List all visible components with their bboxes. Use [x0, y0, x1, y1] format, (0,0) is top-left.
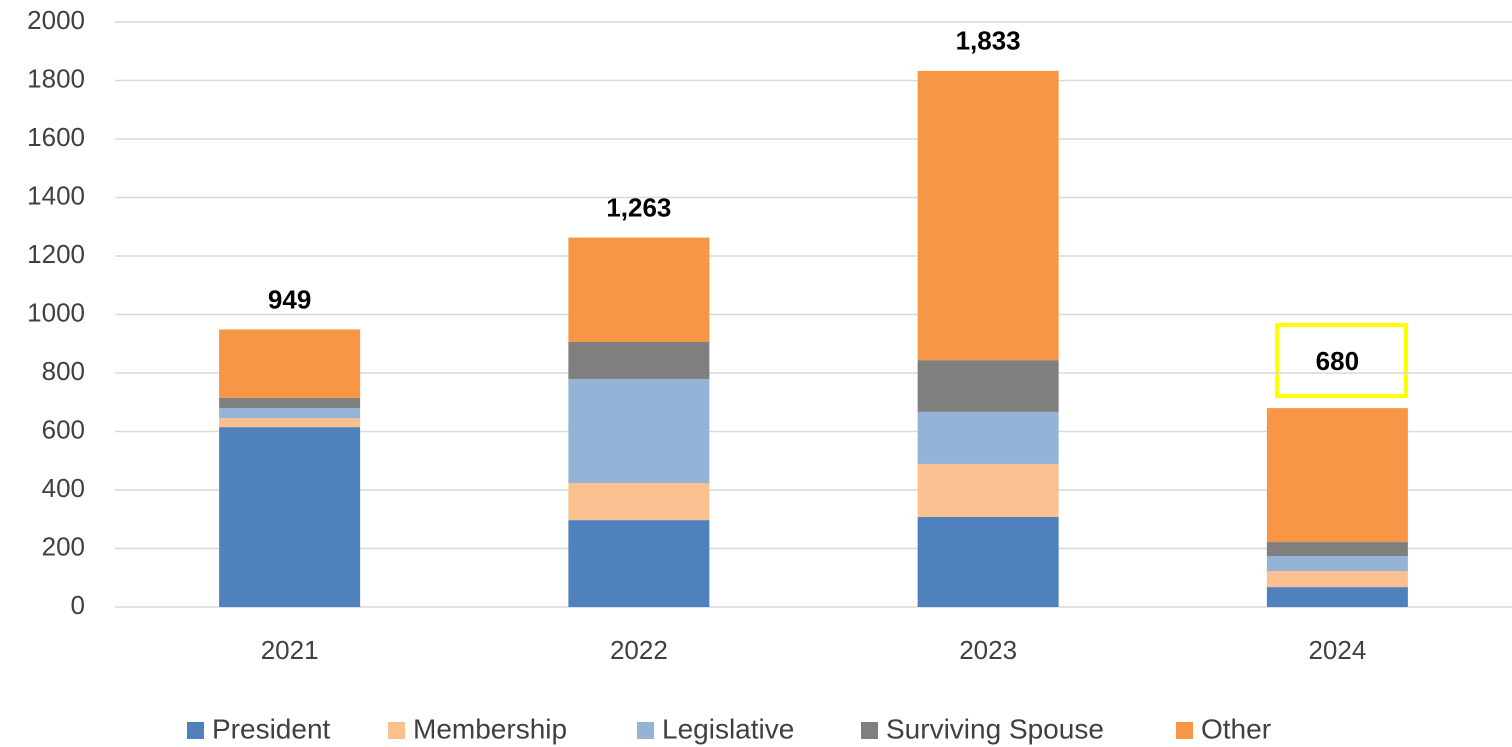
- x-tick-label: 2022: [610, 635, 668, 665]
- bar-segment: [917, 70, 1059, 361]
- bar-segment: [1266, 542, 1408, 557]
- total-label: 680: [1316, 346, 1359, 376]
- legend-label: President: [212, 713, 331, 744]
- y-tick-label: 600: [42, 414, 85, 444]
- legend-swatch: [861, 722, 878, 739]
- legend-swatch: [187, 722, 204, 739]
- legend-label: Surviving Spouse: [886, 713, 1104, 744]
- bar-segment: [1266, 587, 1408, 607]
- x-tick-label: 2023: [959, 635, 1017, 665]
- bar-segment: [917, 463, 1059, 517]
- bar-segment: [219, 418, 361, 428]
- legend-swatch: [637, 722, 654, 739]
- y-tick-label: 1200: [27, 239, 85, 269]
- x-tick-label: 2021: [261, 635, 319, 665]
- x-tick-label: 2024: [1308, 635, 1366, 665]
- bar-segment: [1266, 408, 1408, 543]
- legend-label: Legislative: [662, 713, 794, 744]
- bar-segment: [219, 397, 361, 409]
- bar-segment: [568, 482, 710, 521]
- bar-segment: [1266, 571, 1408, 588]
- y-tick-label: 200: [42, 531, 85, 561]
- y-tick-label: 800: [42, 356, 85, 386]
- bar-segment: [568, 237, 710, 342]
- bar-segment: [917, 516, 1059, 607]
- bar-segment: [219, 408, 361, 419]
- y-tick-label: 0: [71, 590, 85, 620]
- legend-label: Membership: [413, 713, 567, 744]
- bar-segment: [219, 427, 361, 607]
- y-tick-label: 1400: [27, 180, 85, 210]
- bar-segment: [219, 329, 361, 398]
- y-tick-label: 2000: [27, 5, 85, 35]
- total-label: 1,833: [956, 26, 1021, 56]
- total-label: 1,263: [606, 192, 671, 222]
- total-label: 949: [268, 284, 311, 314]
- bar-segment: [917, 411, 1059, 464]
- bar-segment: [568, 341, 710, 380]
- legend-label: Other: [1201, 713, 1271, 744]
- bar-segment: [568, 379, 710, 483]
- y-tick-label: 400: [42, 473, 85, 503]
- y-tick-label: 1600: [27, 122, 85, 152]
- highlight-box: [1275, 323, 1408, 398]
- y-tick-label: 1000: [27, 297, 85, 327]
- bar-segment: [1266, 556, 1408, 572]
- bar-segment: [917, 360, 1059, 412]
- legend-swatch: [388, 722, 405, 739]
- legend-swatch: [1176, 722, 1193, 739]
- y-tick-label: 1800: [27, 63, 85, 93]
- bar-segment: [568, 520, 710, 607]
